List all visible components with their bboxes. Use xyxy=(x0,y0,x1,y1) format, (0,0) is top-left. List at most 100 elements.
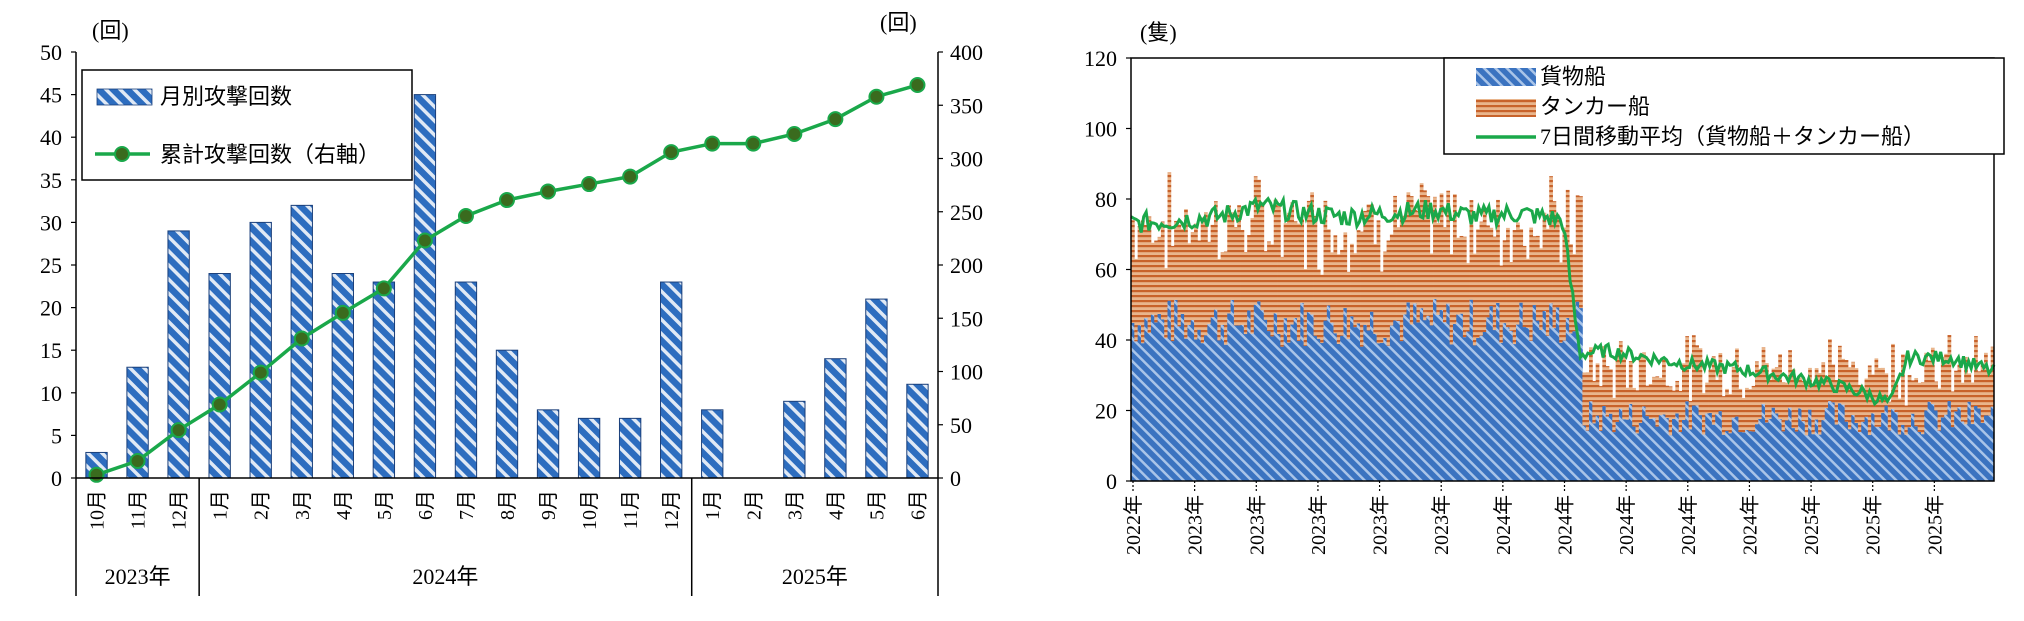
monthly-attack-bar xyxy=(577,417,601,479)
tanker-bar xyxy=(1947,335,1952,402)
tanker-bar xyxy=(1277,206,1281,334)
left-chart: (回) (回) 0 5 10 15 20 25 30 35 40 45 50 0 50 100 150 200… xyxy=(40,10,983,596)
cumulative-attack-point xyxy=(663,144,680,161)
cargo-bar xyxy=(1788,407,1792,481)
monthly-attack-bar xyxy=(167,230,190,479)
tanker-bar xyxy=(1316,269,1321,339)
tanker-bar xyxy=(1200,217,1205,344)
cargo-bar xyxy=(1194,339,1198,481)
ships-x-tick-label: 2023年 xyxy=(1245,495,1268,555)
tanker-bar xyxy=(1957,364,1962,408)
tanker-bar xyxy=(1847,367,1852,430)
cumulative-attack-point xyxy=(334,304,351,321)
tanker-bar xyxy=(1622,354,1626,420)
cargo-bar xyxy=(1804,435,1809,481)
tanker-bar xyxy=(1280,256,1285,347)
cargo-bar xyxy=(1489,306,1494,481)
cargo-bar xyxy=(1306,312,1311,481)
tanker-bar xyxy=(1808,367,1812,410)
cargo-bar xyxy=(1157,313,1162,481)
tanker-bar xyxy=(1379,271,1384,343)
cargo-bar xyxy=(1549,303,1553,481)
month-tick-label: 6月 xyxy=(907,490,929,520)
cargo-bar xyxy=(1950,427,1955,481)
cargo-bar xyxy=(1379,342,1384,481)
tanker-bar xyxy=(1831,364,1836,403)
cargo-bar xyxy=(1741,432,1746,481)
cargo-bar xyxy=(1648,418,1653,481)
tanker-bar xyxy=(1522,245,1527,328)
left-y-tick-label: 40 xyxy=(40,125,62,150)
monthly-attack-bar xyxy=(331,273,354,479)
cargo-bar xyxy=(1330,322,1334,481)
cargo-bar xyxy=(1940,417,1945,481)
tanker-bar xyxy=(1784,382,1789,421)
cargo-bar xyxy=(1579,308,1583,481)
tanker-bar xyxy=(1612,397,1617,433)
cargo-bar xyxy=(1857,431,1862,481)
monthly-attack-bar xyxy=(495,349,519,479)
tanker-bar xyxy=(1804,387,1809,436)
cargo-bar xyxy=(1781,431,1786,481)
monthly-attack-bar xyxy=(865,298,888,479)
tanker-bar xyxy=(1320,274,1324,344)
ships-x-tick-label: 2024年 xyxy=(1738,495,1761,555)
cargo-bar xyxy=(1864,416,1869,481)
tanker-bar xyxy=(1240,229,1245,325)
tanker-bar xyxy=(1230,212,1235,300)
cargo-bar xyxy=(1967,401,1972,481)
cargo-bar xyxy=(1841,404,1846,481)
cargo-bar xyxy=(1522,327,1527,481)
legend-tanker-swatch xyxy=(1476,99,1536,117)
cargo-bar xyxy=(1429,325,1434,481)
tanker-bar xyxy=(1778,354,1782,419)
right-y-tick-label: 50 xyxy=(950,413,972,438)
cargo-bar xyxy=(1638,422,1643,481)
tanker-bar xyxy=(1532,236,1537,306)
tanker-bar xyxy=(1987,374,1992,416)
cumulative-attack-point xyxy=(909,77,926,94)
cargo-bar xyxy=(1688,429,1693,481)
cargo-bar xyxy=(1532,305,1537,481)
cargo-bar xyxy=(1310,314,1314,481)
tanker-bar xyxy=(1194,223,1198,340)
tanker-bar xyxy=(1781,382,1786,432)
tanker-bar xyxy=(1356,230,1361,324)
cargo-bar xyxy=(1150,314,1155,481)
cargo-bar xyxy=(1911,413,1915,481)
cargo-bar xyxy=(1187,325,1192,481)
cargo-bar xyxy=(1180,313,1185,481)
cargo-bar xyxy=(1313,335,1318,481)
cargo-bar xyxy=(1728,433,1733,481)
cargo-bar xyxy=(1227,313,1231,481)
tanker-bar xyxy=(1695,345,1699,406)
tanker-bar xyxy=(1512,230,1517,345)
tanker-bar xyxy=(1542,212,1547,311)
tanker-bar xyxy=(1386,240,1391,346)
cumulative-attack-point xyxy=(252,364,269,381)
tanker-bar xyxy=(1369,204,1374,312)
cargo-bar xyxy=(1877,426,1882,481)
tanker-bar xyxy=(1828,339,1832,402)
cargo-bar xyxy=(1296,340,1301,481)
tanker-bar xyxy=(1439,193,1444,311)
tanker-bar xyxy=(1914,377,1919,427)
tanker-bar xyxy=(1306,200,1311,313)
cumulative-attack-point xyxy=(622,168,639,185)
cargo-bar xyxy=(1628,403,1633,481)
legend-line-marker xyxy=(114,146,130,162)
cargo-bar xyxy=(1200,343,1205,481)
left-y-tick-label: 35 xyxy=(40,168,62,193)
tanker-bar xyxy=(1672,390,1676,420)
month-tick-label: 7月 xyxy=(456,490,478,520)
cargo-bar xyxy=(1695,405,1699,481)
cargo-bar xyxy=(1562,340,1567,481)
cargo-bar xyxy=(1131,322,1135,481)
cargo-bar xyxy=(1599,430,1603,481)
tanker-bar xyxy=(1837,345,1842,404)
cargo-bar xyxy=(1701,434,1706,481)
cargo-bar xyxy=(1283,318,1288,481)
tanker-bar xyxy=(1894,383,1899,413)
cargo-bar xyxy=(1273,313,1278,481)
tanker-bar xyxy=(1834,380,1839,425)
